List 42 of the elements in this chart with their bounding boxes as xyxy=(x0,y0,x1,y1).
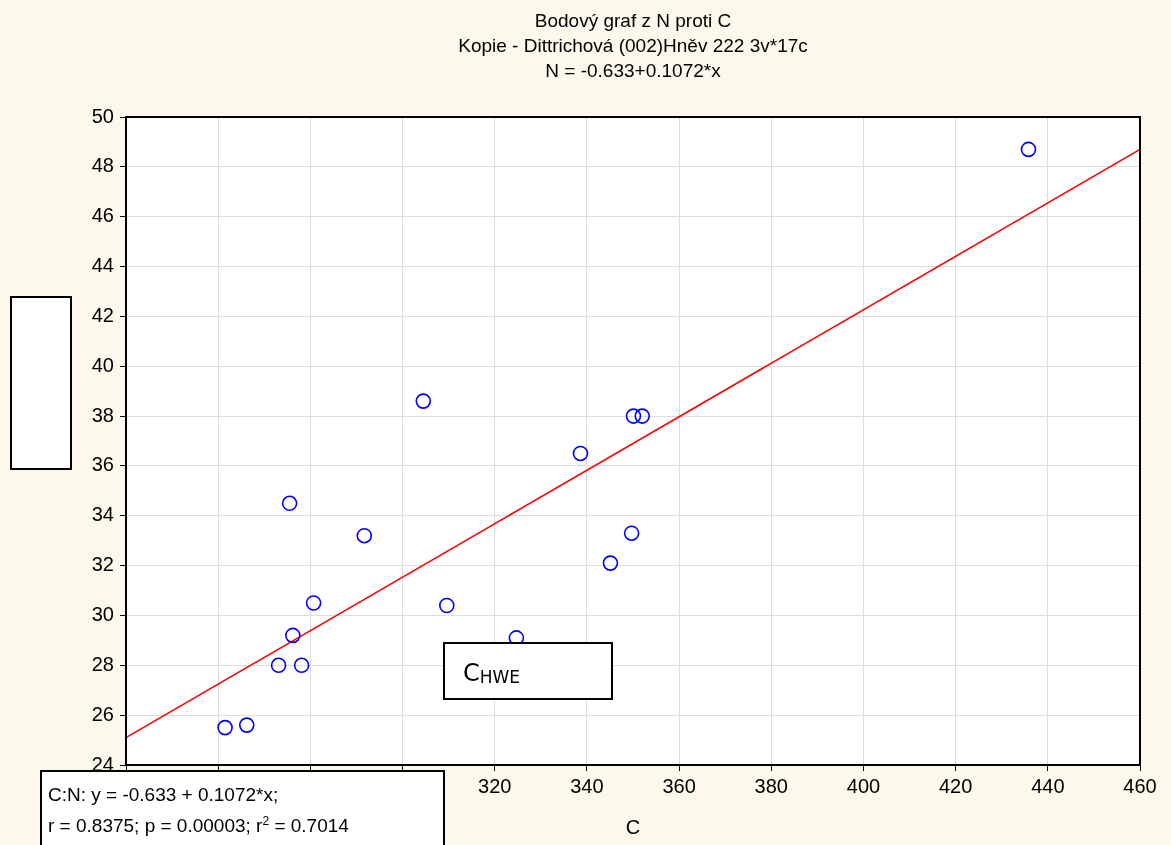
y-tick-label: 26 xyxy=(91,702,114,725)
point xyxy=(438,597,455,614)
y-tick-label: 28 xyxy=(91,652,114,675)
x-tick-label: 360 xyxy=(662,774,696,797)
point xyxy=(293,657,310,674)
chart-title: Bodový graf z N proti C xyxy=(534,10,732,31)
point xyxy=(415,393,432,409)
chart-subtitle: Kopie - Dittrichová (002)Hněv 222 3v*17c N = -0.633+0.1072*x xyxy=(458,35,808,81)
point xyxy=(285,627,301,644)
x-tick-label: 440 xyxy=(1031,774,1065,797)
y-tick-label: 34 xyxy=(91,503,114,526)
point xyxy=(623,525,640,542)
y-tick-label: 46 xyxy=(91,204,114,227)
y-tick-label: 50 xyxy=(91,104,114,127)
x-axis-title: C xyxy=(625,816,641,838)
y-tick-label: 30 xyxy=(91,602,114,625)
point xyxy=(625,408,642,424)
point xyxy=(270,657,287,674)
x-tick-label: 320 xyxy=(478,774,512,797)
y-tick-label: 32 xyxy=(91,553,114,576)
note-box: C:N: y = -0.633 + 0.1072*x; r = 0.8375; p = 0.00003; r$^{2}$ = 0.7014 xyxy=(40,770,445,845)
x-tick-label: 460 xyxy=(1123,774,1157,797)
y-tick-label: 44 xyxy=(91,254,114,277)
y-tick-label: 38 xyxy=(91,403,114,426)
point xyxy=(1020,141,1037,158)
point xyxy=(572,445,589,462)
note-box: C$_{HWE}$ xyxy=(443,642,613,700)
y-tick-label: 40 xyxy=(91,353,114,376)
point xyxy=(356,527,373,544)
point xyxy=(238,717,255,733)
x-tick-label: 420 xyxy=(938,774,973,797)
y-tick-label: 48 xyxy=(91,154,114,177)
x-tick-label: 380 xyxy=(754,774,788,797)
x-tick-label: 340 xyxy=(570,774,604,797)
point xyxy=(305,595,322,611)
y-tick-label: 36 xyxy=(91,453,114,476)
point xyxy=(281,495,298,512)
point xyxy=(602,555,619,571)
x-tick-label: 400 xyxy=(846,774,881,797)
y-tick-label: 42 xyxy=(91,303,114,326)
point xyxy=(217,719,233,736)
point xyxy=(634,408,651,424)
